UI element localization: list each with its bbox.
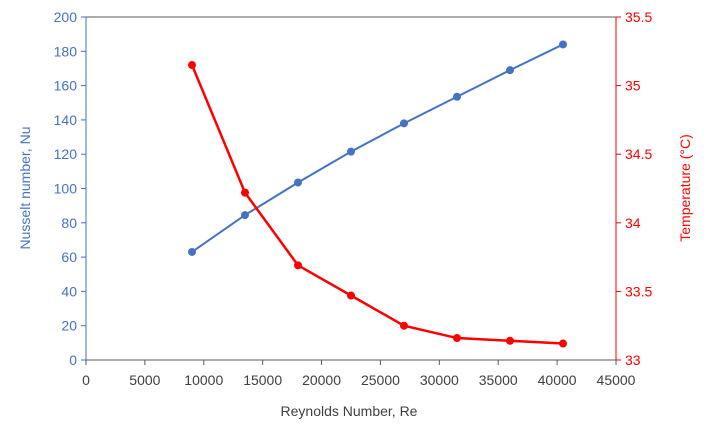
right-tick-label: 34: [625, 215, 641, 231]
left-tick-label: 180: [54, 43, 78, 59]
series-1-line: [191, 43, 564, 253]
series-2-line: [190, 64, 564, 345]
x-tick-label: 35000: [479, 372, 518, 388]
series-2-point: [188, 61, 196, 70]
left-tick-label: 80: [61, 215, 77, 231]
series-1-point: [453, 92, 461, 101]
x-tick-label: 45000: [597, 372, 636, 388]
x-tick-label: 40000: [538, 372, 577, 388]
x-tick-label: 5000: [129, 372, 160, 388]
series-layer: [188, 40, 567, 348]
x-tick-label: 25000: [361, 372, 400, 388]
series-2-point: [400, 321, 408, 330]
series-1: [188, 40, 567, 256]
x-axis-label: Reynolds Number, Re: [281, 403, 418, 419]
left-tick-label: 60: [61, 249, 77, 265]
plot-frame: [85, 16, 617, 361]
left-y-ticks: 0 20 40 60 80 100 120 140 160 180 200: [54, 9, 86, 368]
series-1-point: [188, 247, 196, 256]
right-y-axis-label: Temperature (°C): [677, 134, 693, 242]
right-tick-label: 33: [625, 352, 641, 368]
series-1-point: [400, 119, 408, 128]
series-2-point: [453, 334, 461, 343]
left-tick-label: 120: [54, 146, 78, 162]
series-2-point: [241, 188, 249, 197]
x-tick-label: 15000: [243, 372, 282, 388]
series-1-point: [347, 147, 355, 156]
x-tick-label: 0: [82, 372, 90, 388]
series-2-point: [294, 261, 302, 270]
right-tick-label: 34.5: [625, 146, 652, 162]
series-2: [188, 61, 567, 348]
series-2-point: [559, 339, 567, 348]
right-y-ticks: 33 33.5 34 34.5 35 35.5: [616, 9, 652, 368]
series-2-point: [347, 291, 355, 300]
x-tick-label: 10000: [184, 372, 223, 388]
series-1-point: [506, 66, 514, 75]
series-1-point: [241, 211, 249, 220]
x-tick-label: 20000: [302, 372, 341, 388]
series-2-point: [506, 336, 514, 345]
right-tick-label: 35.5: [625, 9, 652, 25]
x-tick-label: 30000: [420, 372, 459, 388]
left-tick-label: 160: [54, 78, 78, 94]
left-tick-label: 140: [54, 112, 78, 128]
x-ticks: 0 5000 10000 15000 20000 25000 30000 35000 40000…: [82, 360, 636, 388]
left-tick-label: 20: [61, 318, 77, 334]
left-y-axis-label: Nusselt number, Nu: [17, 127, 33, 250]
left-tick-label: 200: [54, 9, 78, 25]
series-1-point: [294, 178, 302, 187]
series-1-point: [559, 40, 567, 49]
left-tick-label: 40: [61, 283, 77, 299]
left-tick-label: 100: [54, 181, 78, 197]
left-tick-label: 0: [69, 352, 77, 368]
right-tick-label: 35: [625, 78, 641, 94]
right-tick-label: 33.5: [625, 283, 652, 299]
